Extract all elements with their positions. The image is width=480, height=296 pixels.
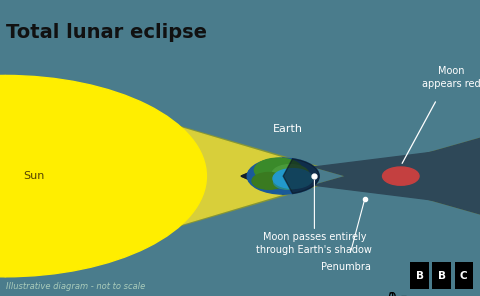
FancyBboxPatch shape <box>455 263 473 289</box>
Polygon shape <box>5 136 480 277</box>
Polygon shape <box>241 145 480 217</box>
Circle shape <box>273 169 312 189</box>
Circle shape <box>0 75 206 277</box>
FancyBboxPatch shape <box>432 263 451 289</box>
Polygon shape <box>5 52 480 205</box>
Circle shape <box>272 165 309 183</box>
Text: C: C <box>460 271 468 281</box>
Circle shape <box>252 173 286 189</box>
Circle shape <box>383 167 419 185</box>
Polygon shape <box>5 75 283 277</box>
Circle shape <box>247 158 319 194</box>
Polygon shape <box>241 136 480 207</box>
Text: B: B <box>438 271 445 281</box>
Polygon shape <box>241 158 283 194</box>
Wedge shape <box>283 159 319 194</box>
Text: Earth: Earth <box>273 124 303 134</box>
FancyBboxPatch shape <box>410 263 429 289</box>
Text: B: B <box>416 271 423 281</box>
Circle shape <box>274 175 302 189</box>
Text: Illustrative diagram - not to scale: Illustrative diagram - not to scale <box>6 282 145 291</box>
Polygon shape <box>5 75 480 217</box>
Text: Total lunar eclipse: Total lunar eclipse <box>6 23 207 42</box>
Text: Moon
appears red: Moon appears red <box>422 66 480 89</box>
Text: Sun: Sun <box>23 171 44 181</box>
Circle shape <box>254 158 302 182</box>
Text: Moon passes entirely
through Earth's shadow: Moon passes entirely through Earth's sha… <box>256 232 372 255</box>
Text: Penumbra: Penumbra <box>321 262 371 272</box>
